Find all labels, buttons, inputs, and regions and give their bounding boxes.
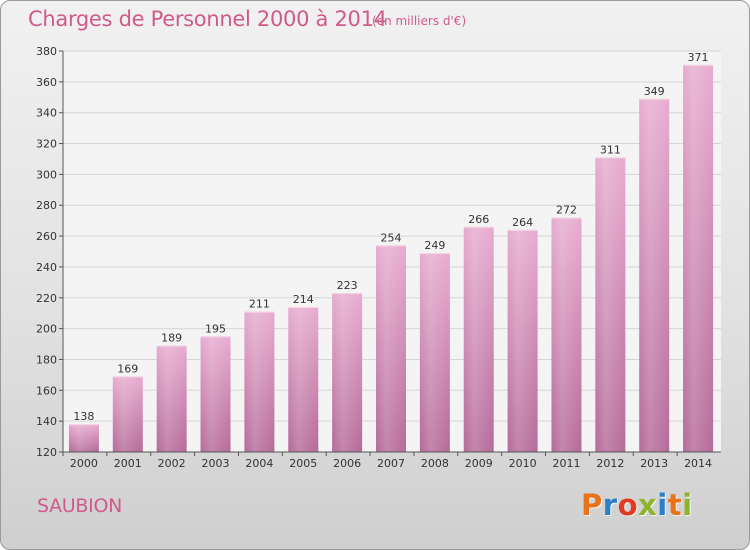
logo-letter: i [682,488,693,522]
bar-shine [376,245,406,452]
x-tick-label: 2007 [377,457,405,470]
x-tick-label: 2013 [640,457,668,470]
y-tick-label: 380 [36,45,57,58]
bar-shine [507,229,538,452]
data-label: 223 [337,279,358,292]
data-label: 272 [556,204,577,217]
bar-shine [156,345,187,452]
bar-shine [332,293,363,452]
y-tick-label: 240 [36,261,57,274]
y-tick-label: 180 [36,353,57,366]
data-label: 264 [512,216,533,229]
logo-letter: o [617,488,639,522]
y-tick-label: 200 [36,323,57,336]
bar-shine [419,253,450,452]
x-tick-label: 2012 [596,457,624,470]
x-tick-label: 2004 [245,457,273,470]
x-tick-label: 2009 [465,457,493,470]
x-tick-label: 2000 [70,457,98,470]
x-tick-label: 2003 [202,457,230,470]
bar-shine [683,64,714,452]
x-tick-label: 2008 [421,457,449,470]
data-label: 138 [73,410,94,423]
bar-shine [551,217,582,452]
data-label: 266 [468,213,489,226]
bar-shine [288,307,319,452]
bar-shine [463,226,494,452]
x-tick-label: 2006 [333,457,361,470]
y-tick-label: 260 [36,230,57,243]
logo-letter: x [638,488,658,522]
town-name: SAUBION [37,495,123,517]
data-label: 189 [161,332,182,345]
data-label: 371 [688,51,709,64]
logo-letter: t [667,488,683,522]
y-tick-label: 280 [36,199,57,212]
x-tick-label: 2002 [158,457,186,470]
bar-shine [112,376,143,452]
x-tick-label: 2001 [114,457,142,470]
logo-letter: r [602,488,618,522]
logo-letter: P [581,488,603,522]
chart-subtitle: (en milliers d'€) [372,14,467,28]
bar-shine [244,311,275,452]
y-tick-label: 140 [36,415,57,428]
y-tick-label: 120 [36,446,57,459]
data-label: 211 [249,298,270,311]
bar-shine [68,424,99,452]
bar-shine [595,157,626,452]
x-tick-label: 2014 [684,457,712,470]
chart-title: Charges de Personnel 2000 à 2014 [28,7,387,31]
y-tick-label: 360 [36,76,57,89]
data-label: 249 [424,239,445,252]
bars-group: 138 169 189 195 211 214 223 254 249 266 264 272 311 3… [68,51,714,453]
bar-shine [200,336,231,452]
data-label: 195 [205,322,226,335]
axes: 120 140 160 180 200 220 240 260 280 300 320 340 360 3… [36,45,721,470]
y-tick-label: 220 [36,292,57,305]
x-tick-label: 2005 [289,457,317,470]
bar-shine [639,98,670,453]
data-label: 311 [600,143,621,156]
x-tick-label: 2010 [509,457,537,470]
y-tick-label: 160 [36,384,57,397]
y-tick-label: 340 [36,107,57,120]
data-label: 349 [644,85,665,98]
data-label: 214 [293,293,314,306]
proxiti-logo: Proxiti [581,488,693,522]
logo-letter: i [657,488,668,522]
data-label: 169 [117,362,138,375]
y-tick-label: 300 [36,168,57,181]
y-tick-label: 320 [36,138,57,151]
x-tick-label: 2011 [552,457,580,470]
data-label: 254 [381,231,402,244]
